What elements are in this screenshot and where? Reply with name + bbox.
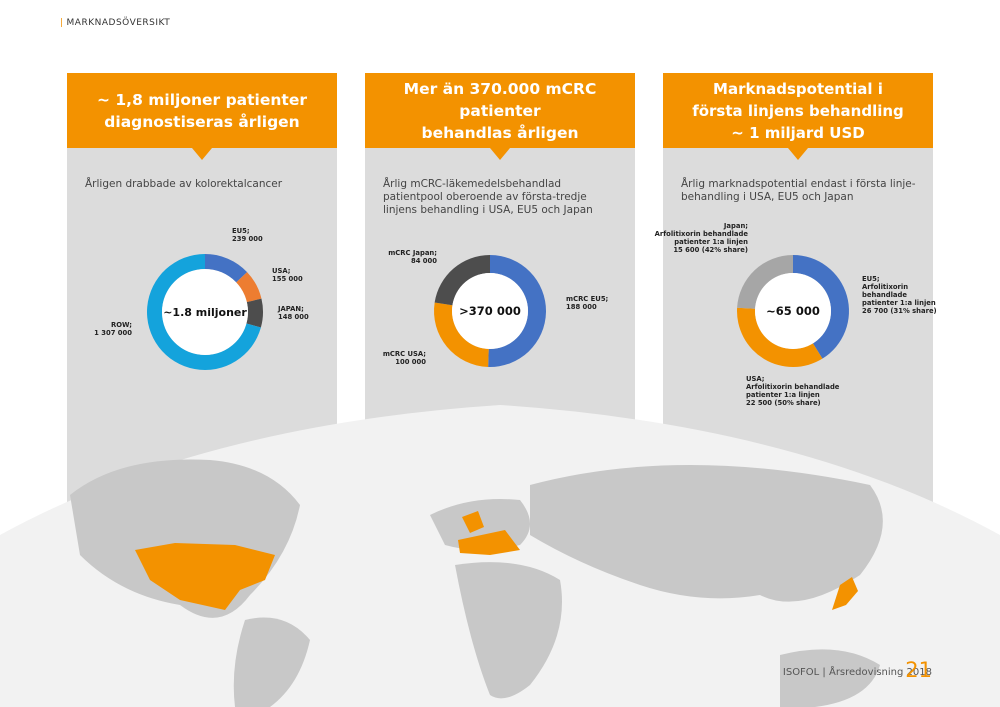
section-title: MARKNADSÖVERSIKT [66,18,171,28]
panel-heading: Mer än 370.000 mCRC patienter behandlas … [403,79,597,142]
south-america-shape [233,617,310,707]
section-label: | MARKNADSÖVERSIKT [60,18,170,28]
slice-label: EU5; Arfolitixorin behandlade patienter 1:a… [862,275,937,315]
footer-text: ISOFOL | Årsredovisning 2018 [782,667,932,678]
australia-shape [780,649,880,707]
asia-shape [530,465,883,602]
africa-shape [455,562,562,699]
donut-slice [737,307,823,368]
japan-shape [832,577,858,610]
section-marker: | [60,18,64,28]
slice-label: USA; 155 000 [272,267,303,283]
slice-label: mCRC USA; 100 000 [383,350,426,366]
slice-label: EU5; 239 000 [232,227,263,243]
slice-label: Japan; Arfolitixorin behandlade patienter … [655,222,749,254]
donut-center-label: ~1.8 miljoner [163,306,247,319]
donut-slice [737,255,793,309]
page-number: 21 [905,658,932,682]
donut-hole [755,273,831,349]
donut-slice [236,272,262,303]
slice-label: USA; Arfolitixorin behandlade patienter 1:… [746,375,840,407]
slice-label: mCRC Japan; 84 000 [388,249,437,265]
donut-hole [162,269,248,355]
donut-center-label: >370 000 [459,304,521,318]
slice-label: ROW; 1 307 000 [94,321,132,337]
donut-slice [246,298,263,328]
panel-description: Årlig mCRC-läkemedelsbehandlad patientpo… [383,178,593,216]
world-map [0,405,1000,707]
slice-label: mCRC EU5; 188 000 [566,295,608,311]
panel-heading-box: Mer än 370.000 mCRC patienter behandlas … [365,73,635,160]
panel-heading: Marknadspotential i första linjens behan… [692,79,904,142]
donut-slice [434,255,490,306]
panel-heading-box: Marknadspotential i första linjens behan… [663,73,933,160]
donut-slice [205,254,248,283]
panel-description: Årlig marknadspotential endast i första … [681,178,916,203]
panel-heading-box: ~ 1,8 miljoner patienter diagnostiseras … [67,73,337,160]
donut-slice [434,302,489,367]
slice-label: JAPAN; 148 000 [277,305,309,321]
donut-hole [452,273,528,349]
donut-slice [793,255,849,359]
panel-heading: ~ 1,8 miljoner patienter diagnostiseras … [97,90,307,131]
eu5-shape [458,511,520,555]
donut-slice [488,255,547,367]
usa-shape [135,543,275,610]
donut-center-label: ~65 000 [766,304,820,318]
panel-description: Årligen drabbade av kolorektalcancer [85,178,283,190]
